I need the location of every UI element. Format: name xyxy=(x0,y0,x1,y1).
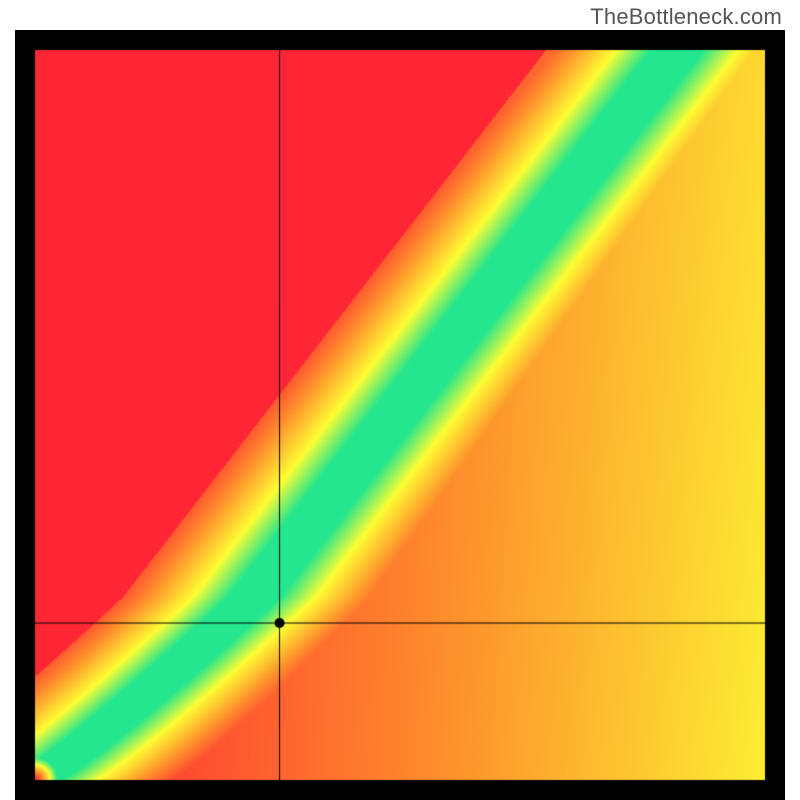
watermark-text: TheBottleneck.com xyxy=(590,4,782,30)
bottleneck-heatmap xyxy=(15,30,785,800)
